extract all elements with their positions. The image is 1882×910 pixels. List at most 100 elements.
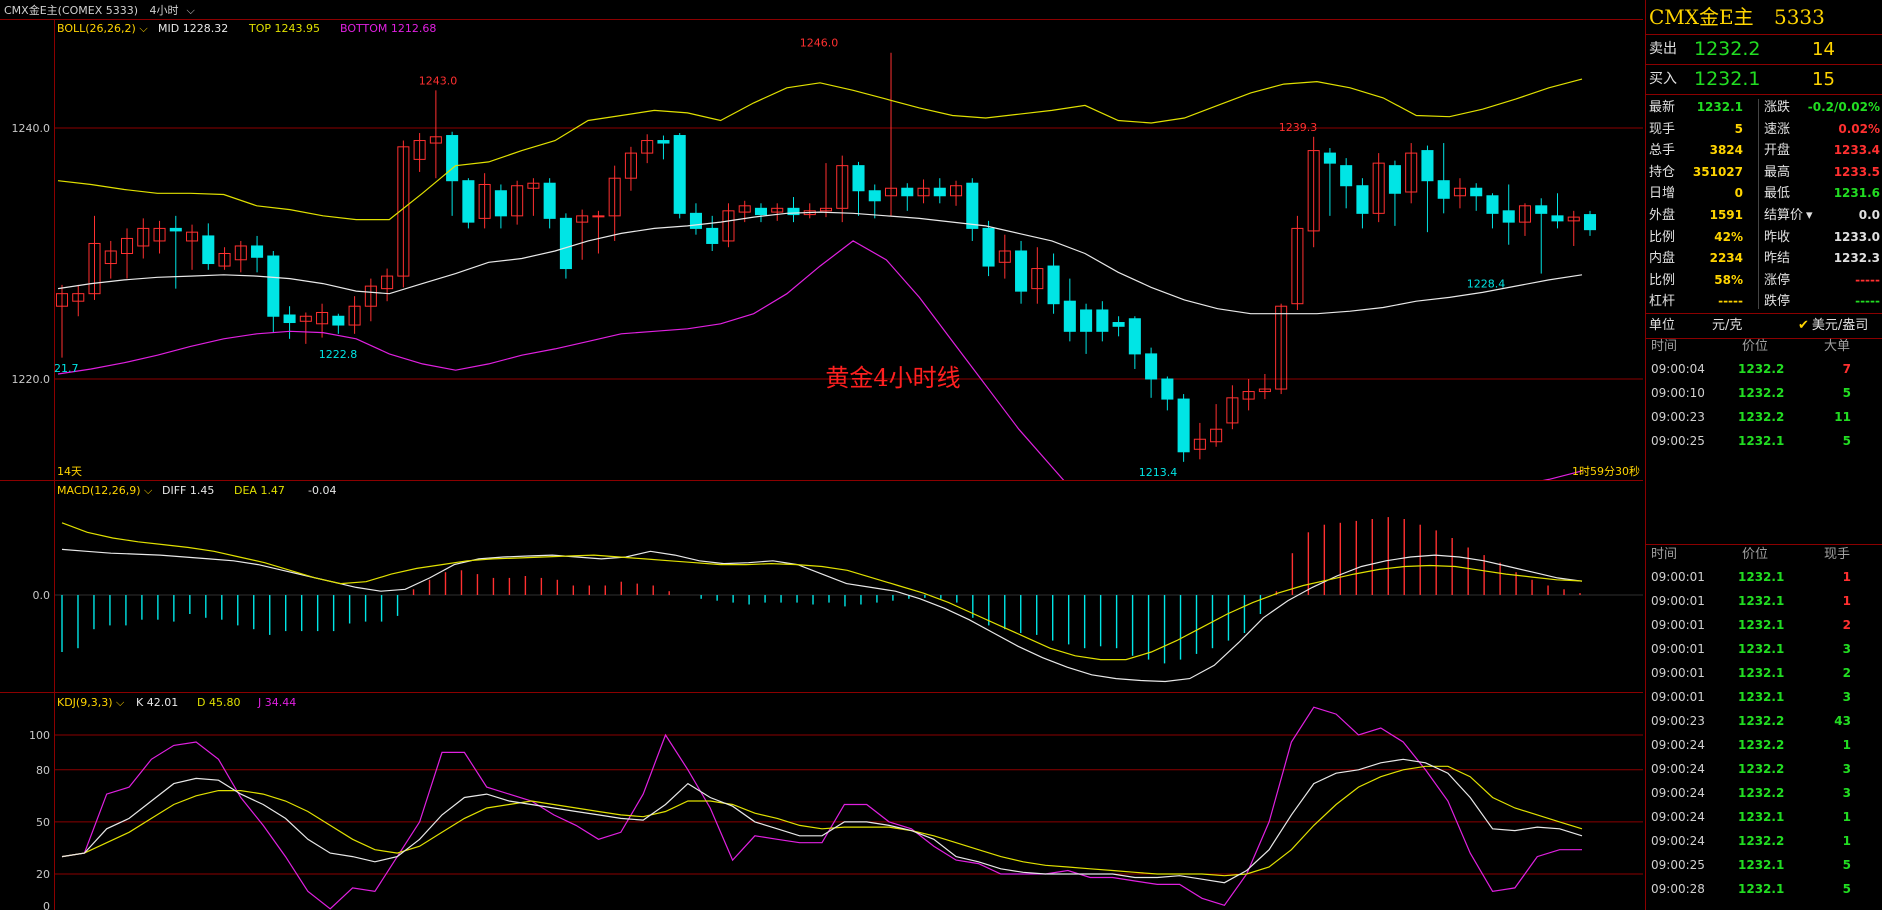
candle-body: [1193, 438, 1206, 450]
row-volume: 5: [1842, 386, 1851, 400]
row-volume: 2: [1842, 618, 1851, 632]
quote-field-value: -0.2/0.02%: [1807, 100, 1880, 114]
price-annotation: 21.7: [54, 362, 79, 375]
candle-body: [1388, 165, 1401, 194]
candle-body: [624, 152, 637, 179]
table-row[interactable]: 09:00:24 1232.2 1: [1646, 733, 1882, 757]
candle-body: [1421, 150, 1434, 182]
price-annotation: 1243.0: [419, 74, 458, 87]
candle-body: [1551, 215, 1564, 222]
quote-field-value: 1591: [1709, 208, 1743, 222]
candle-body: [55, 293, 69, 307]
candle-body: [559, 217, 572, 270]
table-row[interactable]: 09:00:01 1232.1 1: [1646, 589, 1882, 613]
quote-field-label: 日增: [1649, 186, 1676, 202]
candle-body: [852, 165, 865, 192]
bid-label: 买入: [1649, 71, 1677, 87]
candle-body: [348, 305, 361, 326]
table-row[interactable]: 09:00:01 1232.1 2: [1646, 661, 1882, 685]
table-row[interactable]: 09:00:25 1232.1 5: [1646, 429, 1882, 453]
quote-field-label: 总手: [1649, 143, 1676, 159]
table-row[interactable]: 09:00:25 1232.1 5: [1646, 853, 1882, 877]
table-row[interactable]: 09:00:23 1232.2 11: [1646, 405, 1882, 429]
quote-field-value: 1231.6: [1833, 186, 1880, 201]
row-time: 09:00:04: [1651, 362, 1705, 376]
quote-grid-row: 内盘 2234 昨结 1232.3: [1646, 248, 1882, 270]
table-row[interactable]: 09:00:24 1232.2 3: [1646, 757, 1882, 781]
candle-body: [1015, 250, 1028, 292]
table-row[interactable]: 09:00:24 1232.1 1: [1646, 805, 1882, 829]
candle-body: [1502, 210, 1515, 223]
indicator-label: MACD(12,26,9) ⌵: [57, 484, 153, 497]
quote-field-value: 0.0: [1858, 208, 1880, 222]
row-time: 09:00:25: [1651, 858, 1705, 872]
chart-area[interactable]: CMX金E主(COMEX 5333) 4小时 ⌵ 1240.0 1220.0 BOLL…: [0, 0, 1643, 910]
symbol-selector[interactable]: CMX金E主(COMEX 5333): [4, 4, 139, 17]
row-volume: 3: [1842, 762, 1851, 776]
chart-svg[interactable]: 1240.0 1220.0 BOLL(26,26,2) ⌵ MID 1228.32 TO…: [0, 0, 1643, 910]
candle-body: [836, 165, 849, 209]
table-row[interactable]: 09:00:01 1232.1 3: [1646, 637, 1882, 661]
y-tick-label: 20: [36, 868, 50, 881]
bid-row[interactable]: 买入 1232.1 15: [1646, 65, 1882, 95]
table-row[interactable]: 09:00:24 1232.2 1: [1646, 829, 1882, 853]
countdown-label: 1时59分30秒: [1572, 464, 1640, 478]
candle-body: [1063, 300, 1076, 332]
column-header: 大单: [1824, 339, 1851, 354]
table-row[interactable]: 09:00:01 1232.1 1: [1646, 565, 1882, 589]
table-row[interactable]: 09:00:01 1232.1 2: [1646, 613, 1882, 637]
candle-body: [592, 215, 605, 218]
row-time: 09:00:23: [1651, 714, 1705, 728]
quote-field-label: 内盘: [1649, 251, 1676, 267]
candle-body: [1372, 162, 1385, 214]
bid-price: 1232.1: [1694, 68, 1761, 90]
row-price: 1232.2: [1738, 834, 1785, 848]
column-header: 价位: [1742, 547, 1769, 562]
quote-field-label: 结算价: [1764, 208, 1804, 223]
row-volume: 5: [1842, 882, 1851, 896]
indicator-label: KDJ(9,3,3) ⌵: [57, 696, 125, 709]
panel-title: CMX金E主 5333: [1646, 0, 1882, 35]
quote-field-value: -----: [1855, 272, 1880, 287]
topbar: CMX金E主(COMEX 5333) 4小时 ⌵: [4, 2, 211, 19]
table-row[interactable]: 09:00:04 1232.2 7: [1646, 357, 1882, 381]
kdj-j-line: [61, 706, 1582, 910]
period-selector[interactable]: 4小时 ⌵: [150, 4, 203, 17]
kdj-d-line: [61, 765, 1583, 877]
candle-body: [478, 183, 491, 219]
unit-option-cny[interactable]: 元/克: [1712, 318, 1743, 333]
column-header: 时间: [1651, 339, 1678, 354]
quote-grid: 最新 1232.1 涨跌 -0.2/0.02% 现手 5 速涨 0.02% 总手 3824 开盘 12…: [1646, 95, 1882, 314]
table-row[interactable]: 09:00:23 1232.2 43: [1646, 709, 1882, 733]
quote-field-value: 2234: [1709, 251, 1743, 266]
period-label: 4小时: [149, 4, 179, 17]
unit-option-usd[interactable]: ✔ 美元/盎司: [1798, 314, 1868, 338]
column-header: 时间: [1651, 547, 1678, 562]
candle-body: [641, 140, 654, 154]
y-tick-label: 1240.0: [12, 122, 51, 135]
candle-body: [332, 315, 345, 326]
table-row[interactable]: 09:00:01 1232.1 3: [1646, 685, 1882, 709]
quote-field-value: -----: [1718, 294, 1743, 309]
table-row[interactable]: 09:00:28 1232.1 5: [1646, 877, 1882, 901]
candle-body: [1307, 150, 1320, 232]
candle-body: [1470, 187, 1483, 197]
row-volume: 3: [1842, 786, 1851, 800]
row-price: 1232.2: [1738, 362, 1785, 376]
candle-body: [169, 227, 182, 232]
candle-body: [153, 227, 166, 242]
quote-field-value: 1232.3: [1833, 251, 1880, 266]
candle-body: [982, 227, 995, 267]
macd-dea-line: [61, 522, 1583, 661]
quote-field-value: 1233.0: [1833, 229, 1880, 244]
candle-body: [1128, 318, 1141, 355]
candle-body: [88, 242, 101, 295]
dropdown-icon[interactable]: ▾: [1806, 208, 1813, 223]
table-row[interactable]: 09:00:10 1232.2 5: [1646, 381, 1882, 405]
quote-field-label: 跌停: [1764, 294, 1791, 310]
candle-body: [1291, 227, 1304, 305]
table-row[interactable]: 09:00:24 1232.2 3: [1646, 781, 1882, 805]
candle-body: [234, 245, 247, 261]
candle-body: [998, 250, 1011, 263]
ask-row[interactable]: 卖出 1232.2 14: [1646, 35, 1882, 65]
